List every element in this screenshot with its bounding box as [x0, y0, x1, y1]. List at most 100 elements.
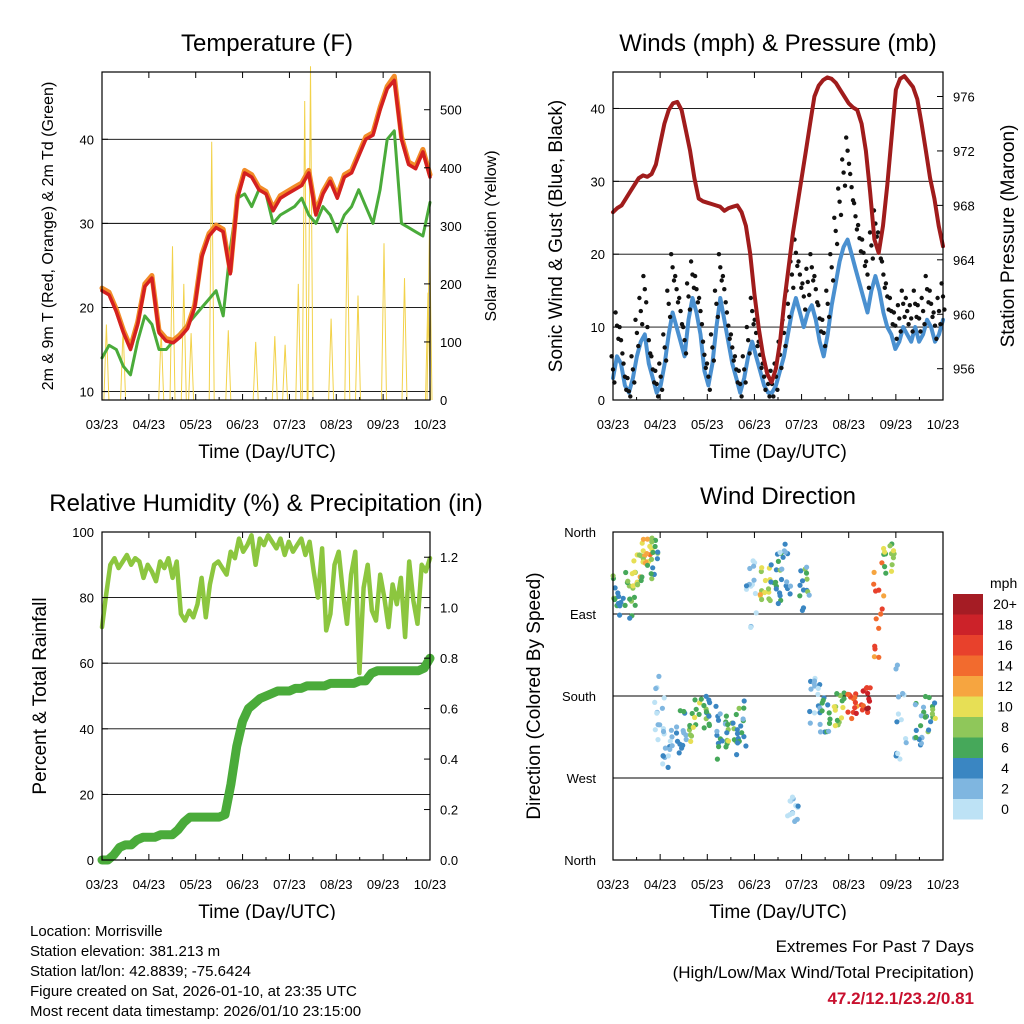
gust-point: [759, 365, 764, 371]
gust-point: [837, 199, 842, 204]
gust-point: [662, 345, 667, 350]
direction-point: [667, 738, 673, 744]
direction-point: [876, 587, 882, 593]
y-tick-label: 40: [591, 101, 605, 116]
gust-point: [646, 338, 651, 343]
solar-peak-mark: [295, 283, 302, 401]
gust-point: [804, 266, 809, 271]
direction-point: [762, 589, 768, 596]
gust-point: [791, 285, 796, 290]
direction-point: [759, 565, 765, 571]
colorbar-swatch: [953, 655, 983, 676]
gust-point: [838, 212, 844, 218]
gust-point: [789, 272, 795, 277]
direction-point: [751, 563, 757, 569]
winds-pressure-panel: Winds (mph) & Pressure (mb) 03/23 04/23 05…: [546, 30, 1019, 463]
direction-point: [714, 728, 720, 735]
winds-y-label: Sonic Wind & Gust (Blue, Black): [546, 100, 567, 372]
x-tick-label: 04/23: [133, 877, 166, 892]
gust-point: [932, 323, 938, 328]
gust-point: [694, 287, 699, 292]
direction-point: [811, 678, 818, 684]
gust-point: [821, 330, 826, 336]
gust-point: [771, 394, 776, 399]
direction-point: [765, 586, 772, 592]
gust-point: [732, 354, 738, 359]
gust-point: [882, 285, 887, 290]
direction-point: [876, 625, 882, 631]
gust-point: [844, 135, 849, 140]
temperature-title: Temperature (F): [181, 30, 353, 57]
x-tick-label: 09/23: [880, 877, 913, 892]
direction-point: [834, 717, 841, 724]
gust-point: [927, 288, 932, 293]
direction-point: [723, 713, 730, 719]
y-tick-label: 30: [80, 216, 94, 231]
gust-point: [617, 324, 622, 330]
solar-peak-mark: [225, 330, 232, 401]
direction-point: [876, 654, 882, 660]
direction-point: [652, 699, 658, 706]
x-tick-label: 05/23: [179, 417, 212, 432]
direction-point: [618, 599, 624, 606]
gust-point: [918, 329, 923, 334]
gust-point: [702, 352, 707, 357]
direction-point: [882, 549, 888, 555]
direction-point: [731, 737, 738, 743]
gust-point: [742, 367, 747, 372]
gust-point: [715, 314, 720, 320]
direction-point: [660, 728, 667, 735]
direction-point: [757, 591, 763, 598]
gust-point: [787, 314, 792, 320]
direction-point: [922, 693, 929, 700]
gust-point: [842, 183, 848, 188]
direction-point: [652, 727, 658, 733]
direction-point: [735, 740, 741, 746]
gust-point: [637, 295, 642, 301]
colorbar-label: 18: [997, 617, 1013, 633]
direction-point: [649, 539, 655, 545]
direction-point: [716, 744, 722, 750]
direction-point: [888, 568, 895, 574]
colorbar-swatch: [953, 758, 983, 779]
gust-point: [728, 332, 734, 337]
direction-point: [807, 720, 813, 726]
solar-peak-mark: [355, 295, 361, 401]
direction-point: [797, 593, 803, 599]
y2-tick-label: 100: [440, 335, 462, 350]
direction-point: [738, 723, 744, 729]
direction-point: [895, 750, 901, 757]
direction-point: [730, 720, 736, 726]
y-tick-label: 0: [598, 393, 605, 408]
gust-point: [903, 295, 908, 301]
direction-point: [656, 673, 662, 680]
direction-point: [701, 725, 707, 731]
gust-point: [711, 358, 716, 363]
direction-point: [819, 708, 825, 714]
gust-point: [727, 336, 732, 341]
direction-point: [724, 730, 730, 736]
gust-point: [763, 387, 768, 392]
y-tick-label: 80: [80, 591, 94, 606]
direction-point: [867, 685, 873, 691]
gust-point: [867, 230, 873, 235]
y2-tick-label: 968: [953, 198, 975, 213]
gust-point: [846, 161, 852, 166]
colorbar-label: 6: [1001, 740, 1009, 756]
gust-point: [698, 308, 703, 314]
direction-point: [657, 722, 663, 728]
direction-point: [852, 699, 859, 706]
gust-point: [765, 381, 771, 387]
gust-point: [695, 300, 701, 305]
gust-point: [834, 241, 840, 247]
x-tick-label: 03/23: [86, 417, 119, 432]
direction-point: [781, 548, 787, 554]
direction-point: [863, 685, 869, 691]
direction-point: [627, 596, 633, 602]
direction-point: [782, 541, 788, 547]
gust-point: [832, 215, 837, 220]
gust-point: [779, 365, 784, 371]
direction-point: [773, 586, 779, 592]
direction-point: [912, 702, 919, 708]
direction-point: [650, 549, 656, 556]
